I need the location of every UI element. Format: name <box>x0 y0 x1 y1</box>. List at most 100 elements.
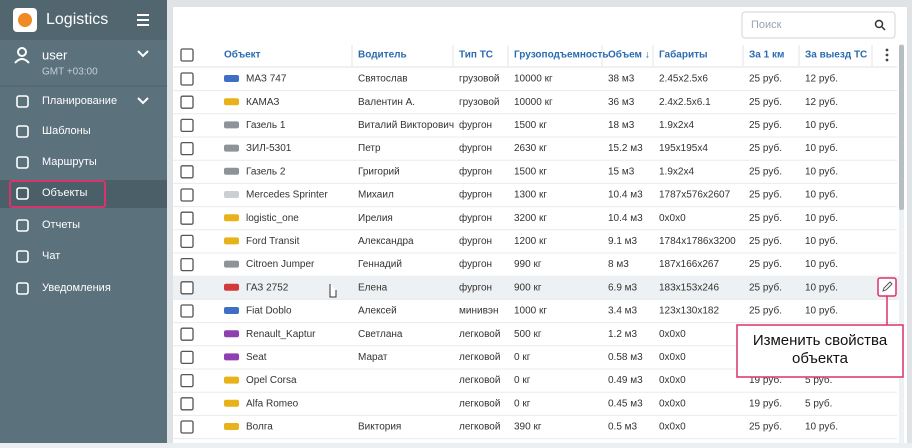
cell: Марат <box>358 352 388 363</box>
cell: грузовой <box>459 74 499 85</box>
vehicle-icon <box>224 423 239 430</box>
cell: 10 руб. <box>805 421 838 433</box>
cell: 10.4 м3 <box>608 213 643 224</box>
cell: 6.9 м3 <box>608 282 638 293</box>
cell: 10 руб. <box>805 212 838 224</box>
cell: 10000 кг <box>514 74 553 85</box>
object-name: МАЗ 747 <box>246 74 287 85</box>
cell: фургон <box>459 281 492 293</box>
cell: 183x153x246 <box>659 282 719 293</box>
cell: 10 руб. <box>805 258 838 270</box>
cell: 1500 кг <box>514 120 547 131</box>
vehicle-icon <box>224 214 239 222</box>
vehicle-icon <box>224 144 239 152</box>
cell: 123x130x182 <box>659 306 719 317</box>
cell: Елена <box>358 282 388 293</box>
column-header[interactable]: За выезд ТС <box>805 50 867 61</box>
column-menu[interactable] <box>885 53 889 57</box>
checkbox[interactable] <box>180 72 194 86</box>
checkbox[interactable] <box>180 234 194 249</box>
checkbox[interactable] <box>180 95 194 109</box>
cell: 36 м3 <box>608 97 635 108</box>
nav-item[interactable]: Объекты <box>42 187 87 199</box>
column-header[interactable]: Водитель <box>358 50 407 61</box>
cell: 2.45x2.5x6 <box>659 74 708 85</box>
cell: 25 руб. <box>749 189 782 201</box>
checkbox[interactable] <box>180 420 194 434</box>
edit-button[interactable] <box>877 277 897 297</box>
cell: 19 руб. <box>749 397 782 409</box>
cell: 25 руб. <box>749 421 782 433</box>
checkbox[interactable] <box>180 373 194 388</box>
column-header[interactable]: За 1 км <box>749 50 784 61</box>
nav-icon <box>16 250 29 263</box>
checkbox[interactable] <box>180 141 194 156</box>
vehicle-icon <box>224 167 239 175</box>
chevron[interactable] <box>137 97 149 105</box>
column-header[interactable]: Тип ТС <box>459 50 493 61</box>
nav-item[interactable]: Отчеты <box>42 219 80 231</box>
vehicle-icon <box>224 260 239 268</box>
cell: фургон <box>459 119 492 131</box>
object-name: ЗИЛ-5301 <box>246 143 292 154</box>
column-header[interactable]: Объем ↓ <box>608 49 650 61</box>
cell: легковой <box>459 352 500 363</box>
checkbox[interactable] <box>180 118 194 133</box>
cell: Александра <box>358 236 414 247</box>
nav-icon <box>16 282 29 295</box>
nav-item[interactable]: Маршруты <box>42 156 97 168</box>
cell: 0 кг <box>514 375 531 386</box>
cell: легковой <box>459 398 500 409</box>
app-title: Logistics <box>46 11 108 28</box>
cell: Виталий Викторович <box>358 120 454 131</box>
column-header[interactable]: Объект <box>224 49 261 61</box>
nav-item[interactable]: Шаблоны <box>42 125 91 137</box>
nav-icon <box>16 156 29 169</box>
vehicle-icon <box>224 98 239 106</box>
nav-item[interactable]: Уведомления <box>42 282 111 294</box>
checkbox[interactable] <box>180 211 194 225</box>
checkbox[interactable] <box>180 327 194 341</box>
cell: 18 м3 <box>608 120 635 131</box>
scrollbar-track <box>899 44 904 443</box>
cell: фургон <box>459 212 492 224</box>
nav-item[interactable]: Планирование <box>42 95 117 107</box>
checkbox[interactable] <box>180 350 194 365</box>
checkbox[interactable] <box>180 397 194 411</box>
cell: 25 руб. <box>749 142 782 154</box>
column-menu[interactable] <box>885 58 889 62</box>
cell: 15.2 м3 <box>608 143 643 154</box>
object-name: КАМАЗ <box>246 97 279 108</box>
cell: 5 руб. <box>805 397 832 409</box>
cell: 0 кг <box>514 352 531 363</box>
object-name: Fiat Doblo <box>246 306 292 317</box>
search-icon[interactable] <box>874 19 884 29</box>
checkbox[interactable] <box>180 165 194 179</box>
cell: 0x0x0 <box>659 329 686 340</box>
user-name[interactable]: user <box>42 47 68 62</box>
cell: 1.9x2x4 <box>659 166 694 177</box>
object-name: Opel Corsa <box>246 375 297 386</box>
cell: 390 кг <box>514 422 542 433</box>
column-header[interactable]: Габариты <box>659 49 708 61</box>
cell: 25 руб. <box>749 165 782 177</box>
cell: Виктория <box>358 422 401 433</box>
checkbox[interactable] <box>180 281 194 295</box>
nav-item[interactable]: Чат <box>42 250 60 262</box>
cell: 1300 кг <box>514 190 547 201</box>
chevron[interactable] <box>137 50 149 58</box>
checkbox[interactable] <box>180 257 194 272</box>
checkbox[interactable] <box>180 304 194 318</box>
callout: Изменить свойства объекта <box>753 332 887 367</box>
column-menu[interactable] <box>885 48 889 52</box>
checkbox[interactable] <box>180 48 194 62</box>
cell: фургон <box>459 235 492 247</box>
column-header[interactable]: Грузоподъемность <box>514 50 609 61</box>
menu-button[interactable] <box>137 14 149 26</box>
row-hover <box>173 276 899 300</box>
nav-icon <box>16 125 29 138</box>
checkbox[interactable] <box>180 188 194 202</box>
scrollbar-thumb[interactable] <box>899 45 904 210</box>
cell: 10 руб. <box>805 189 838 201</box>
search-box[interactable] <box>741 11 896 39</box>
